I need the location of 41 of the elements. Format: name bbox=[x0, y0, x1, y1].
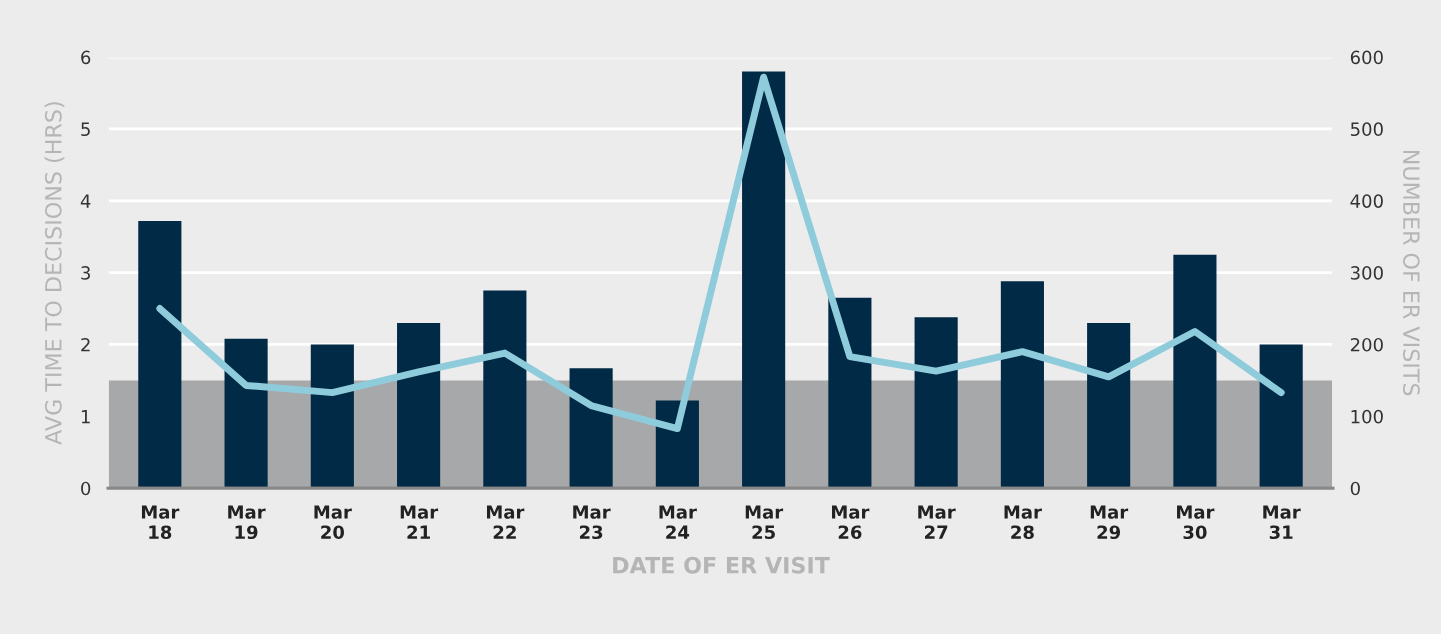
x-tick-label: Mar 19 bbox=[228, 505, 266, 540]
x-tick-label: Mar 29 bbox=[1090, 505, 1129, 540]
x-tick-label: Mar 28 bbox=[1004, 505, 1042, 540]
x-tick-label: Mar 26 bbox=[832, 505, 870, 540]
x-tick-label: Mar 23 bbox=[573, 505, 611, 540]
x-tick-label: Mar 21 bbox=[400, 505, 439, 539]
bar bbox=[742, 71, 786, 489]
y2-tick-label: 100 bbox=[1351, 409, 1383, 424]
bar bbox=[914, 317, 958, 489]
bar bbox=[1087, 322, 1131, 489]
bar bbox=[483, 290, 527, 489]
y2-tick-label: 300 bbox=[1350, 266, 1383, 280]
x-tick-label: Mar 31 bbox=[1263, 505, 1301, 540]
y-tick-label: 5 bbox=[81, 122, 90, 137]
y2-tick-label: 500 bbox=[1350, 122, 1383, 137]
y2-tick-label: 600 bbox=[1350, 50, 1383, 65]
bar bbox=[138, 220, 182, 489]
y-tick-label: 4 bbox=[80, 194, 91, 208]
x-tick-label: Mar 22 bbox=[486, 505, 525, 539]
y-tick-label: 3 bbox=[81, 266, 90, 280]
y2-tick-label: 400 bbox=[1350, 194, 1383, 208]
x-tick-label: Mar 24 bbox=[659, 505, 697, 539]
x-tick-label: Mar 25 bbox=[745, 505, 784, 540]
y-tick-label: 2 bbox=[81, 337, 90, 352]
y-tick-label: 6 bbox=[81, 50, 91, 65]
x-tick-label: Mar 30 bbox=[1177, 505, 1215, 540]
bar bbox=[569, 368, 613, 489]
y-tick-label: 1 bbox=[81, 410, 90, 424]
y2-tick-label: 0 bbox=[1350, 481, 1360, 496]
bar bbox=[1000, 281, 1044, 489]
bar bbox=[397, 322, 441, 489]
bar bbox=[310, 344, 354, 489]
y2-tick-label: 200 bbox=[1350, 337, 1383, 352]
bar bbox=[1259, 344, 1303, 489]
x-tick-label: Mar 18 bbox=[141, 505, 180, 540]
bar bbox=[828, 297, 872, 489]
x-tick-label: Mar 27 bbox=[918, 505, 956, 539]
bar bbox=[1173, 254, 1217, 489]
bar bbox=[224, 338, 268, 489]
x-tick-label: Mar 20 bbox=[314, 505, 352, 540]
y-tick-label: 0 bbox=[81, 481, 91, 496]
